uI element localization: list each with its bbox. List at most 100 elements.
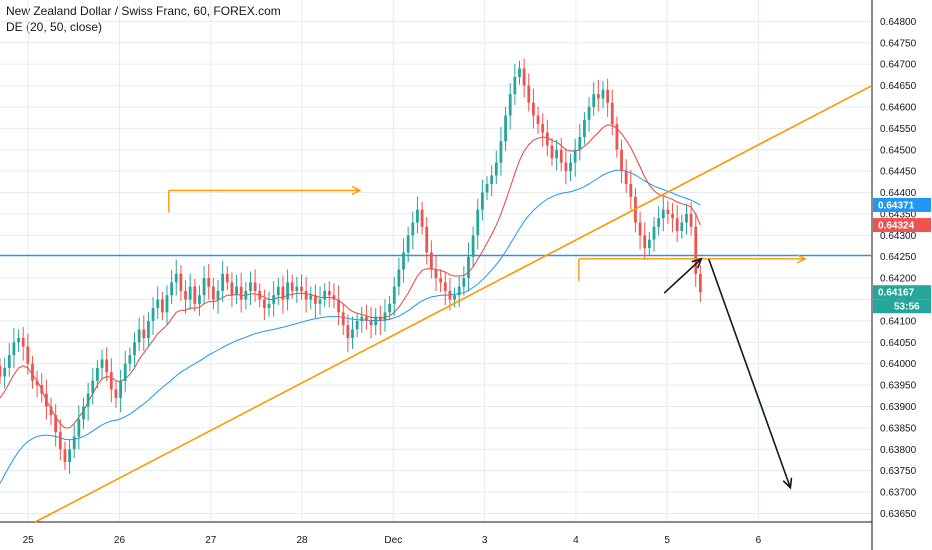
candle-body [100, 359, 104, 368]
price-tag-bg [873, 197, 931, 212]
candle-body [309, 295, 313, 300]
candle-body [160, 299, 164, 313]
candle-body [91, 380, 95, 394]
candle-body [202, 278, 206, 296]
candle-body [114, 389, 118, 398]
price-tag-teal: 0.64167 53:56 [873, 285, 931, 314]
candle-body [249, 282, 252, 291]
projection-arrow-down [707, 258, 793, 490]
candle-body [666, 209, 670, 214]
candle-body [207, 278, 211, 287]
candle-body [629, 183, 633, 197]
candle-body [49, 406, 53, 416]
price-tag-red: 0.64324 [873, 218, 931, 233]
candle-body [564, 162, 568, 172]
candle-body [123, 363, 127, 381]
candle-body [286, 282, 289, 300]
candle-body [68, 449, 71, 463]
ascending-trendline [34, 84, 873, 523]
candle-body [480, 192, 484, 210]
y-tick-label: 0.64750 [880, 38, 917, 49]
candle-body [44, 393, 48, 407]
candle-body [689, 213, 693, 227]
arrow-shaft [663, 258, 702, 294]
candle-body [536, 115, 540, 125]
candle-body [133, 342, 136, 356]
candle-body [128, 355, 132, 364]
candle-body [184, 290, 187, 300]
candle-body [355, 320, 359, 330]
candle-body [592, 94, 596, 107]
candle-body [211, 286, 215, 300]
candle-body [680, 222, 684, 232]
x-tick-label: 6 [756, 535, 762, 546]
orange-arrow-top [168, 185, 362, 213]
candle-body [262, 299, 266, 309]
candle-body [318, 299, 322, 304]
candle-body [272, 295, 276, 304]
x-tick-label: 5 [664, 535, 670, 546]
y-tick-label: 0.64700 [880, 60, 917, 71]
countdown-label: 53:56 [894, 302, 920, 313]
candle-body [221, 273, 225, 291]
candle-body [17, 338, 20, 343]
y-tick-label: 0.64500 [880, 145, 917, 156]
candle-body [685, 213, 688, 223]
candle-body [638, 222, 642, 236]
candle-body [290, 282, 294, 291]
bracket-arrowhead [351, 185, 362, 196]
candle-body [188, 286, 192, 300]
candle-body [31, 363, 34, 381]
price-tag-bg [873, 285, 931, 300]
candle-body [698, 273, 702, 293]
y-tick-label: 0.63700 [880, 488, 917, 499]
ma-slow-line [0, 169, 701, 484]
candle-body [555, 149, 558, 159]
candle-body [573, 149, 577, 163]
candle-body [82, 406, 85, 420]
candle-body [559, 149, 563, 163]
candle-body [647, 239, 651, 249]
y-tick-label: 0.64400 [880, 188, 917, 199]
grid-layer [0, 0, 872, 522]
candle-body [276, 286, 280, 296]
x-tick-label: 3 [482, 535, 488, 546]
y-tick-label: 0.64800 [880, 17, 917, 28]
candle-body [170, 282, 174, 296]
candle-body [3, 367, 7, 377]
candle-body [429, 252, 433, 270]
candle-body [620, 149, 623, 172]
price-tag-bg [873, 218, 931, 233]
candle-body [174, 273, 178, 283]
y-tick-label: 0.64000 [880, 359, 917, 370]
candle-body [569, 162, 572, 172]
candle-body [137, 329, 141, 343]
candle-body [661, 209, 665, 219]
candle-body [532, 102, 535, 116]
candle-body [578, 136, 582, 150]
candle-body [411, 222, 415, 236]
candle-body [58, 432, 62, 450]
candle-body [522, 68, 526, 86]
candle-body [105, 359, 109, 373]
candle-body [383, 312, 387, 321]
ma-fast-line [0, 124, 701, 429]
candle-body [434, 269, 438, 279]
candle-body [165, 295, 169, 313]
candle-body [513, 77, 517, 95]
projection-arrow-up [663, 257, 703, 294]
candle-body [179, 273, 183, 291]
candle-body [518, 68, 521, 78]
candle-body [147, 320, 150, 339]
candle-body [142, 329, 146, 339]
candle-body [193, 286, 197, 304]
candle-body [54, 415, 58, 433]
x-tick-label: 27 [205, 535, 217, 546]
x-tick-label: Dec [384, 535, 402, 546]
candle-body [657, 218, 661, 227]
chart-title: New Zealand Dollar / Swiss Franc, 60, FO… [6, 4, 281, 18]
candle-body [397, 269, 401, 287]
price-tag-label: 0.64324 [878, 221, 915, 232]
